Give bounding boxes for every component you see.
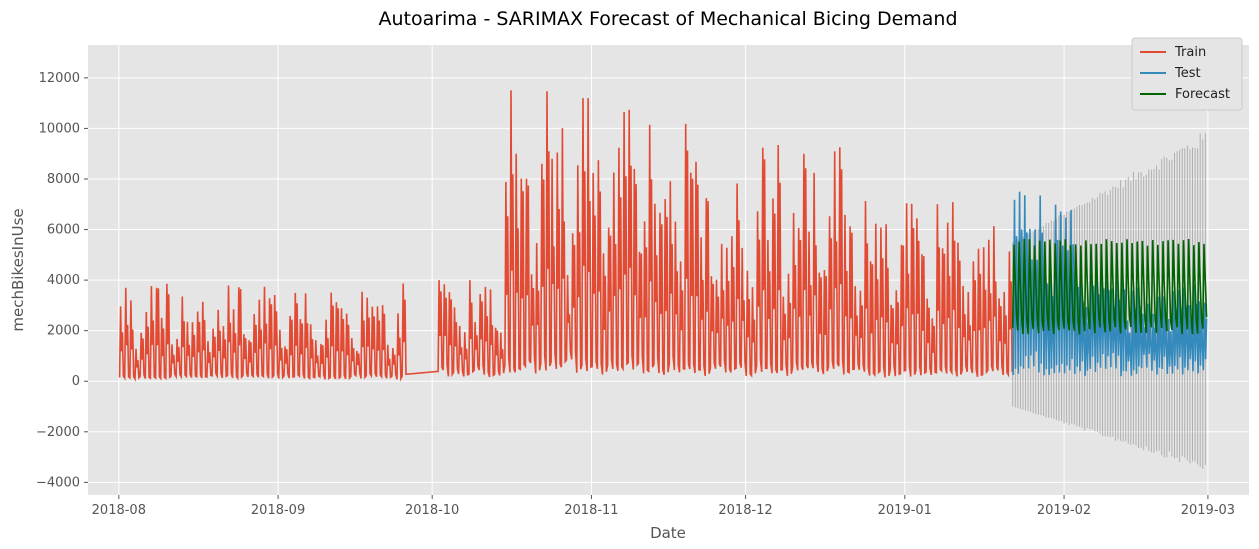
y-tick-label: −4000 (36, 475, 80, 490)
y-tick-label: 2000 (47, 324, 80, 339)
x-tick-label: 2019-03 (1181, 503, 1235, 518)
y-tick-label: −2000 (36, 425, 80, 440)
x-tick-label: 2018-10 (405, 503, 459, 518)
y-tick-label: 4000 (47, 273, 80, 288)
legend-box (1131, 37, 1243, 111)
x-tick-label: 2018-09 (251, 503, 305, 518)
y-tick-label: 12000 (39, 71, 80, 86)
chart-title: Autoarima - SARIMAX Forecast of Mechanic… (378, 8, 957, 30)
forecast-series-line (1011, 238, 1208, 335)
y-tick-label: 10000 (39, 121, 80, 136)
x-tick-label: 2018-08 (92, 503, 146, 518)
x-tick-label: 2018-11 (564, 503, 618, 518)
legend-label: Forecast (1175, 87, 1230, 102)
x-axis-label: Date (650, 524, 686, 542)
series-layer (118, 90, 1208, 469)
train-series-line (118, 90, 1013, 382)
x-tick-label: 2019-01 (878, 503, 932, 518)
y-tick-label: 8000 (47, 172, 80, 187)
axes: −4000 −2000 0 2000 4000 6000 8000 10000 12000 201… (36, 71, 1235, 518)
legend-label: Test (1174, 66, 1201, 81)
y-axis-label: mechBikesInUse (9, 208, 27, 331)
grid-lines (88, 45, 1249, 495)
y-tick-label: 0 (72, 374, 80, 389)
legend-label: Train (1174, 45, 1206, 60)
legend: Train Test Forecast (1131, 37, 1243, 111)
x-tick-label: 2018-12 (718, 503, 772, 518)
y-tick-label: 6000 (47, 223, 80, 238)
x-tick-label: 2019-02 (1037, 503, 1091, 518)
